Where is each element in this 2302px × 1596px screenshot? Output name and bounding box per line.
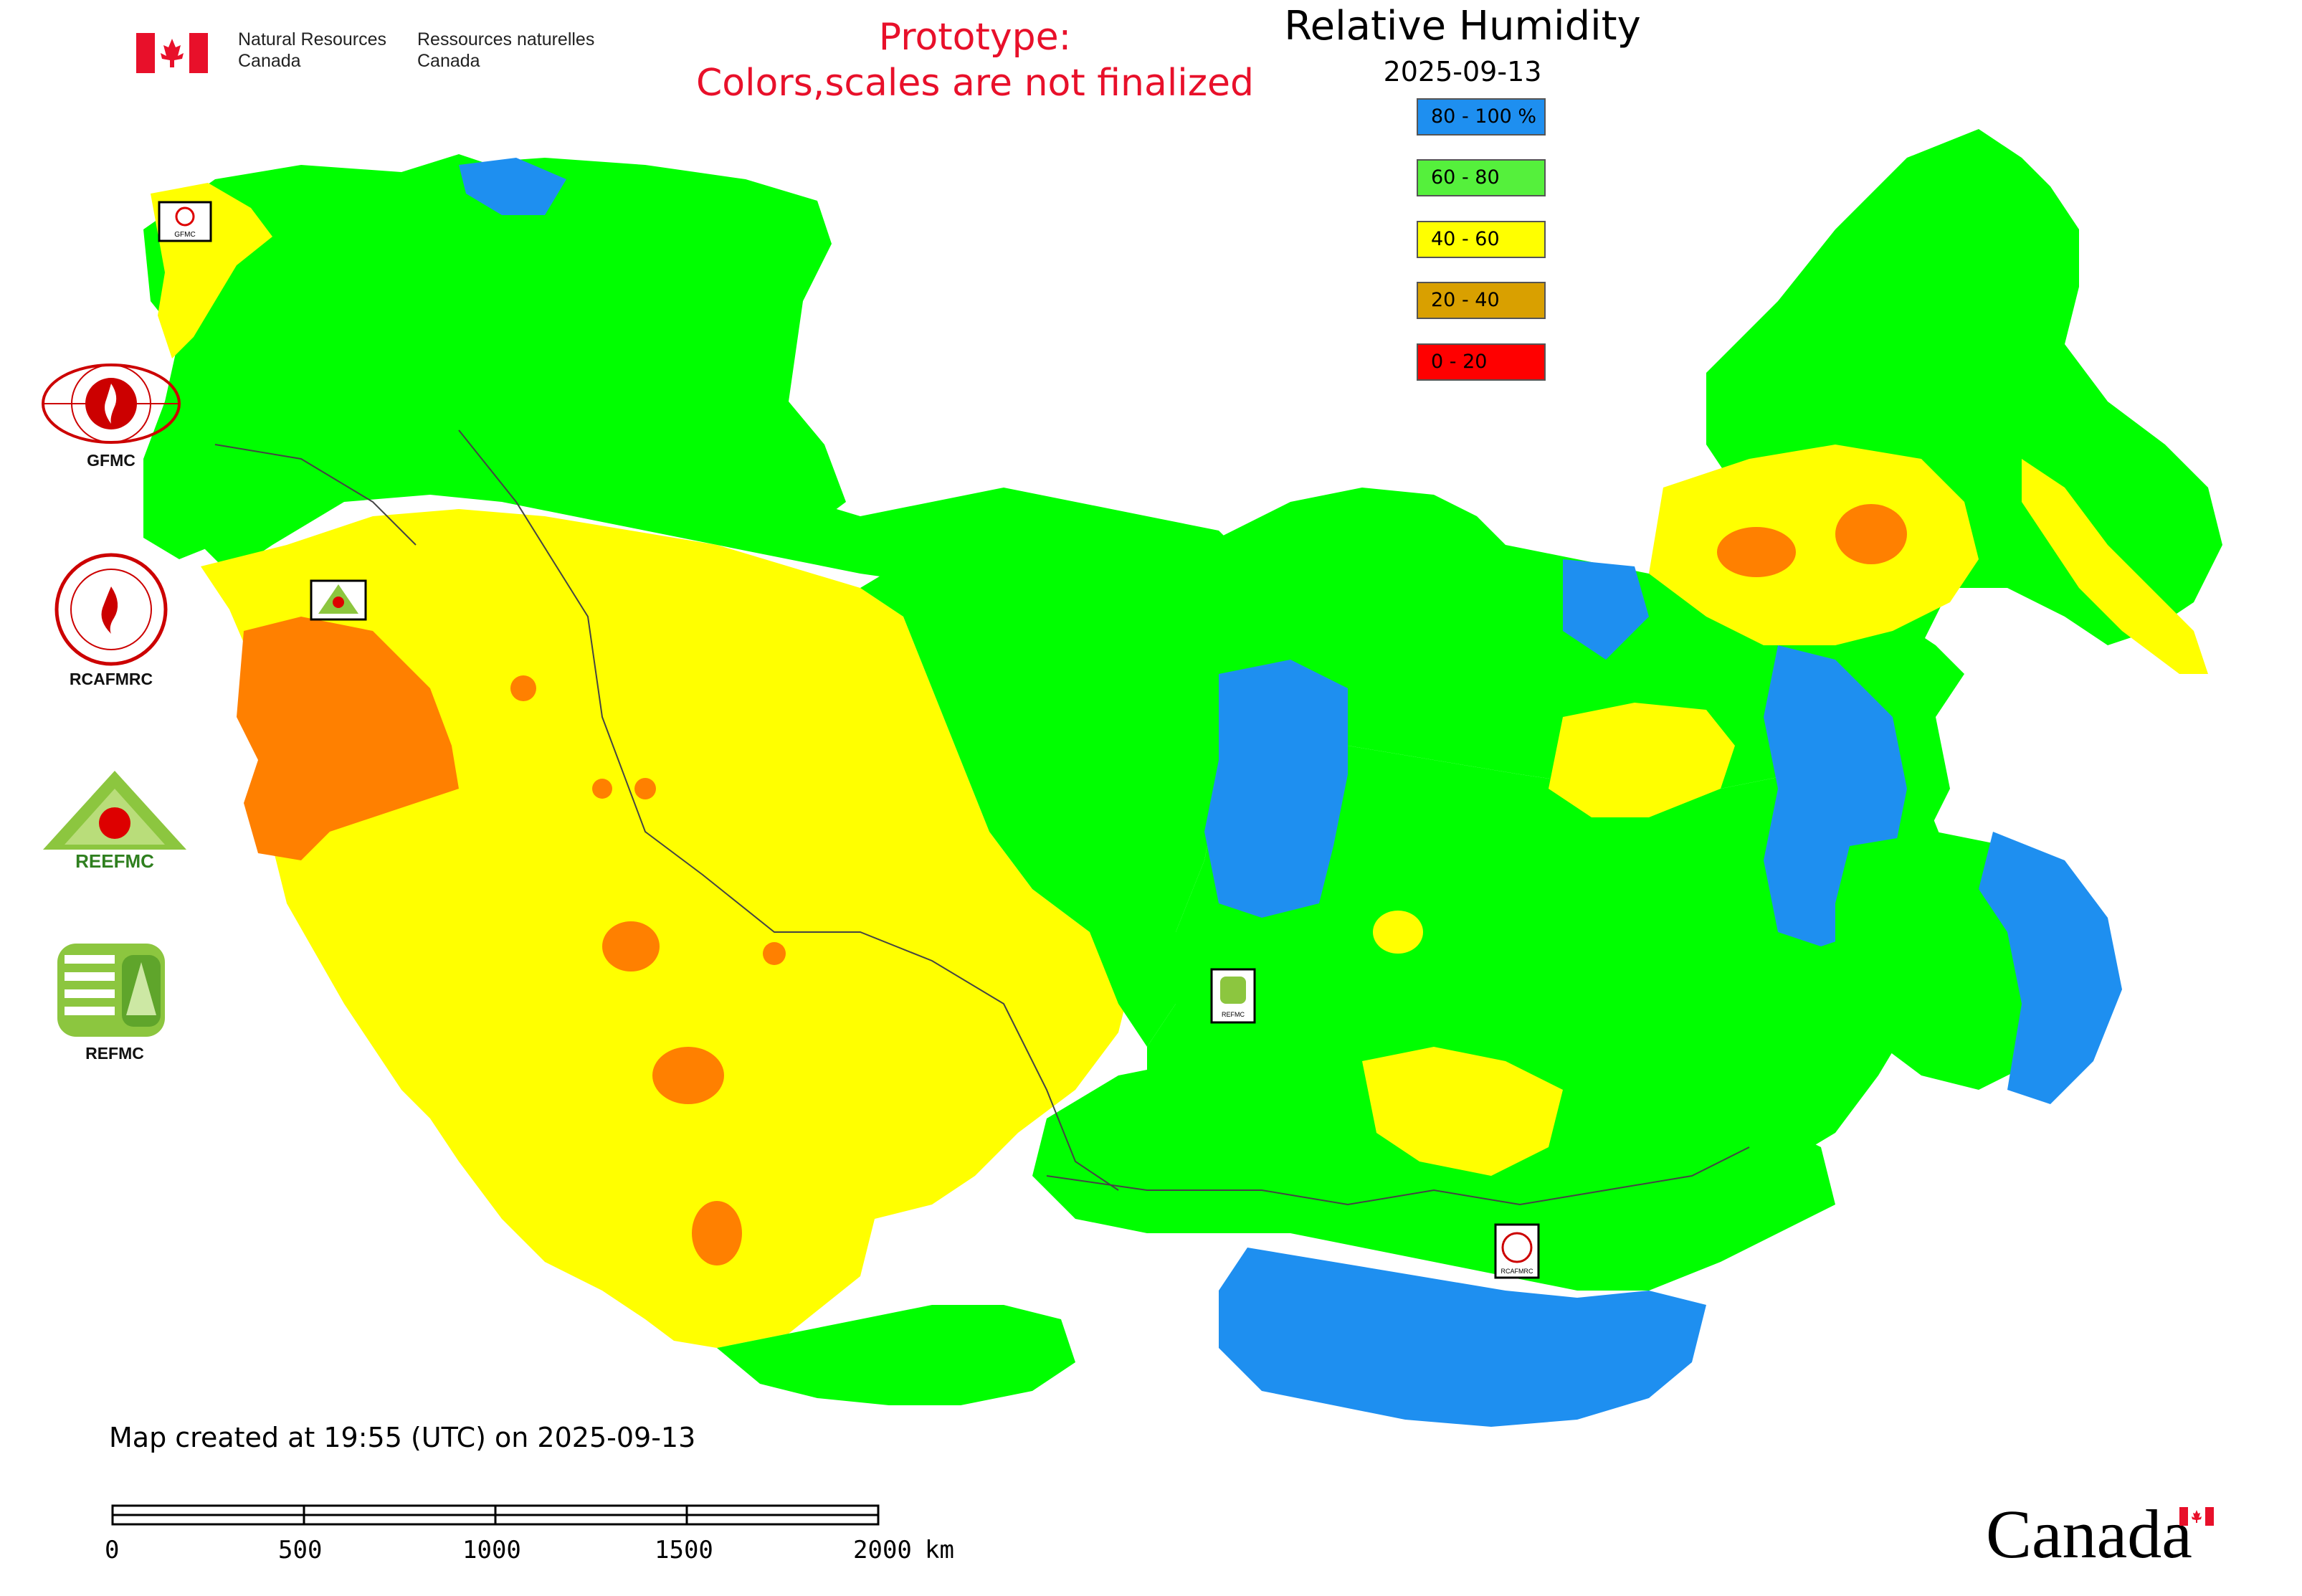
- reefmc-triangle-icon: REEFMC: [43, 771, 186, 872]
- region-central-siberia-green: [1147, 688, 1950, 1219]
- orange-blob-1: [602, 921, 660, 972]
- marker-refmc-label: REFMC: [1222, 1011, 1245, 1018]
- region-east-yellow: [1549, 703, 1735, 817]
- marker-gfmc-label: GFMC: [174, 231, 195, 239]
- org-name-fr-line2: Canada: [417, 51, 480, 71]
- legend-item-0-20: 0 - 20: [1417, 343, 1546, 381]
- orange-blob-4: [510, 675, 536, 701]
- scale-tick-500: 500: [278, 1536, 323, 1564]
- svg-text:REEFMC: REEFMC: [75, 850, 154, 872]
- yellow-blob-small: [1373, 911, 1423, 954]
- rcafmrc-logo[interactable]: RCAFMRC: [39, 552, 183, 689]
- refmc-logo[interactable]: REFMC: [43, 941, 186, 1063]
- region-west-siberia-green: [860, 502, 1290, 1047]
- map-created-timestamp: Map created at 19:55 (UTC) on 2025-09-13: [109, 1422, 696, 1453]
- refmc-label: REFMC: [85, 1044, 144, 1063]
- scale-bar: 0 500 1000 1500 2000 km: [105, 1498, 968, 1585]
- gfmc-globe-icon: [42, 364, 181, 444]
- nrcan-signature: Natural Resources Canada Ressources natu…: [136, 29, 624, 79]
- region-north-blue: [1563, 559, 1649, 660]
- canada-wordmark-text: Canada: [1986, 1496, 2192, 1572]
- prototype-notice: Prototype: Colors,scales are not finaliz…: [617, 14, 1333, 106]
- scale-tick-2000: 2000: [853, 1536, 912, 1564]
- org-name-en-line1: Natural Resources: [238, 29, 387, 49]
- region-mongolia-blue: [1219, 1248, 1706, 1427]
- marker-gfmc[interactable]: GFMC: [158, 201, 212, 242]
- map-date: 2025-09-13: [1383, 56, 1542, 87]
- rcafmrc-seal-icon: [54, 553, 168, 666]
- reefmc-logo[interactable]: REEFMC: [36, 767, 194, 878]
- scale-tick-1000: 1000: [462, 1536, 521, 1564]
- region-kamchatka: [2022, 459, 2208, 674]
- region-ukraine-orange: [237, 617, 459, 860]
- region-baikal-yellow: [1362, 1047, 1563, 1176]
- orange-blob-7: [592, 779, 612, 799]
- region-west-green: [201, 315, 1090, 602]
- org-name-fr-line1: Ressources naturelles: [417, 29, 595, 49]
- region-baikal-green: [1032, 1061, 1835, 1291]
- orange-blob-5: [634, 778, 656, 799]
- borders: [214, 429, 1750, 1206]
- legend-item-60-80: 60 - 80: [1417, 159, 1546, 196]
- marker-refmc[interactable]: REFMC: [1210, 968, 1256, 1024]
- land-regions: [143, 129, 2222, 1427]
- refmc-emblem-icon: [57, 944, 165, 1037]
- gfmc-label: GFMC: [87, 451, 135, 470]
- legend-item-80-100: 80 - 100 %: [1417, 98, 1546, 136]
- scale-bar-graphic: [111, 1504, 880, 1526]
- region-chukotka-orange-1: [1835, 504, 1907, 564]
- orange-blob-2: [652, 1047, 724, 1104]
- legend-item-20-40: 20 - 40: [1417, 282, 1546, 319]
- region-south-green: [717, 1305, 1075, 1405]
- scale-labels: 0 500 1000 1500 2000 km: [105, 1536, 968, 1572]
- region-far-east-green: [1706, 129, 2222, 846]
- wordmark-flag-icon: [2179, 1507, 2214, 1526]
- scale-unit: km: [925, 1536, 954, 1564]
- canada-wordmark: Canada: [1986, 1484, 2222, 1570]
- region-chukotka-yellow: [1649, 445, 1979, 645]
- orange-blob-6: [763, 942, 786, 965]
- rcafmrc-label: RCAFMRC: [69, 670, 153, 688]
- region-yamal: [1061, 531, 1133, 645]
- region-chukotka-orange-2: [1717, 527, 1796, 577]
- region-primorye-blue: [1979, 832, 2122, 1104]
- scale-tick-1500: 1500: [655, 1536, 713, 1564]
- canada-flag-icon: [136, 33, 208, 73]
- legend-item-40-60: 40 - 60: [1417, 221, 1546, 258]
- map-title: Relative Humidity: [1284, 3, 1641, 49]
- orange-blob-3: [692, 1201, 742, 1265]
- gfmc-logo[interactable]: GFMC: [39, 362, 183, 470]
- region-central-siberia-blue: [1204, 660, 1348, 918]
- org-name-en-line2: Canada: [238, 51, 301, 71]
- marker-rcafmrc[interactable]: RCAFMRC: [1494, 1223, 1540, 1279]
- scale-tick-0: 0: [105, 1536, 120, 1564]
- marker-reefmc[interactable]: [310, 579, 367, 621]
- prototype-notice-line2: Colors,scales are not finalized: [695, 62, 1255, 105]
- prototype-notice-line1: Prototype:: [878, 16, 1072, 59]
- marker-rcafmrc-label: RCAFMRC: [1501, 1268, 1533, 1275]
- region-kola-blue: [459, 158, 566, 215]
